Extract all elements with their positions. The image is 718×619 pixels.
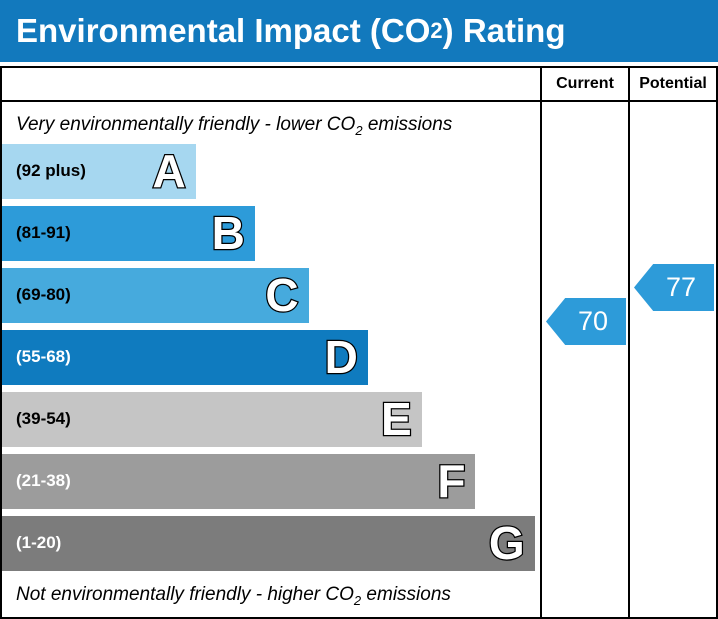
current-rating-arrow: 70: [546, 298, 626, 345]
band-row-c: (69-80) C: [2, 267, 540, 323]
band-range-label: (39-54): [16, 409, 71, 429]
bottom-note-post: emissions: [361, 583, 451, 605]
band-range-label: (81-91): [16, 223, 71, 243]
title-subscript: 2: [430, 18, 443, 43]
band-letter: D: [323, 331, 359, 384]
rating-bands: (92 plus) A (81-91) B (69-80) C: [2, 143, 540, 578]
band-row-a: (92 plus) A: [2, 143, 540, 199]
potential-rating-arrow: 77: [634, 264, 714, 311]
band-bar-f: (21-38) F: [2, 453, 476, 509]
header-potential: Potential: [628, 68, 716, 102]
band-letter: B: [210, 207, 246, 260]
band-letter: C: [264, 269, 300, 322]
band-scale-column: Very environmentally friendly - lower CO…: [2, 102, 540, 619]
current-rating-value: 70: [577, 306, 609, 336]
current-column: 70: [540, 102, 628, 619]
band-letter: F: [436, 455, 467, 508]
band-bar-c: (69-80) C: [2, 267, 309, 323]
band-letter: A: [151, 145, 187, 198]
title-text-post: ) Rating: [442, 12, 566, 49]
header-spacer: [2, 68, 540, 102]
band-range-label: (1-20): [16, 533, 62, 553]
page-title: Environmental Impact (CO 2) Rating: [0, 0, 718, 62]
band-range-label: (21-38): [16, 471, 71, 491]
potential-column: 77: [628, 102, 716, 619]
band-bar-g: (1-20) G: [2, 515, 535, 571]
bottom-note: Not environmentally friendly - higher CO…: [2, 578, 540, 614]
band-row-f: (21-38) F: [2, 453, 540, 509]
band-bar-b: (81-91) B: [2, 205, 255, 261]
top-note-post: emissions: [362, 114, 453, 135]
potential-rating-value: 77: [665, 272, 697, 302]
rating-table: Current Potential Very environmentally f…: [0, 66, 718, 619]
band-letter: G: [488, 517, 526, 570]
bottom-note-pre: Not environmentally friendly - higher CO: [16, 583, 354, 605]
band-row-d: (55-68) D: [2, 329, 540, 385]
band-range-label: (69-80): [16, 285, 71, 305]
bottom-note-subscript: 2: [353, 592, 362, 608]
band-range-label: (92 plus): [16, 161, 86, 181]
band-row-b: (81-91) B: [2, 205, 540, 261]
band-bar-d: (55-68) D: [2, 329, 368, 385]
top-note-pre: Very environmentally friendly - lower CO: [16, 114, 356, 135]
top-note-subscript: 2: [355, 122, 363, 138]
header-current: Current: [540, 68, 628, 102]
band-row-g: (1-20) G: [2, 515, 540, 571]
band-row-e: (39-54) E: [2, 391, 540, 447]
band-letter: E: [380, 393, 413, 446]
band-bar-a: (92 plus) A: [2, 143, 196, 199]
band-range-label: (55-68): [16, 347, 71, 367]
band-bar-e: (39-54) E: [2, 391, 422, 447]
title-text-pre: Environmental Impact (CO: [16, 12, 431, 49]
top-note: Very environmentally friendly - lower CO…: [2, 108, 540, 144]
